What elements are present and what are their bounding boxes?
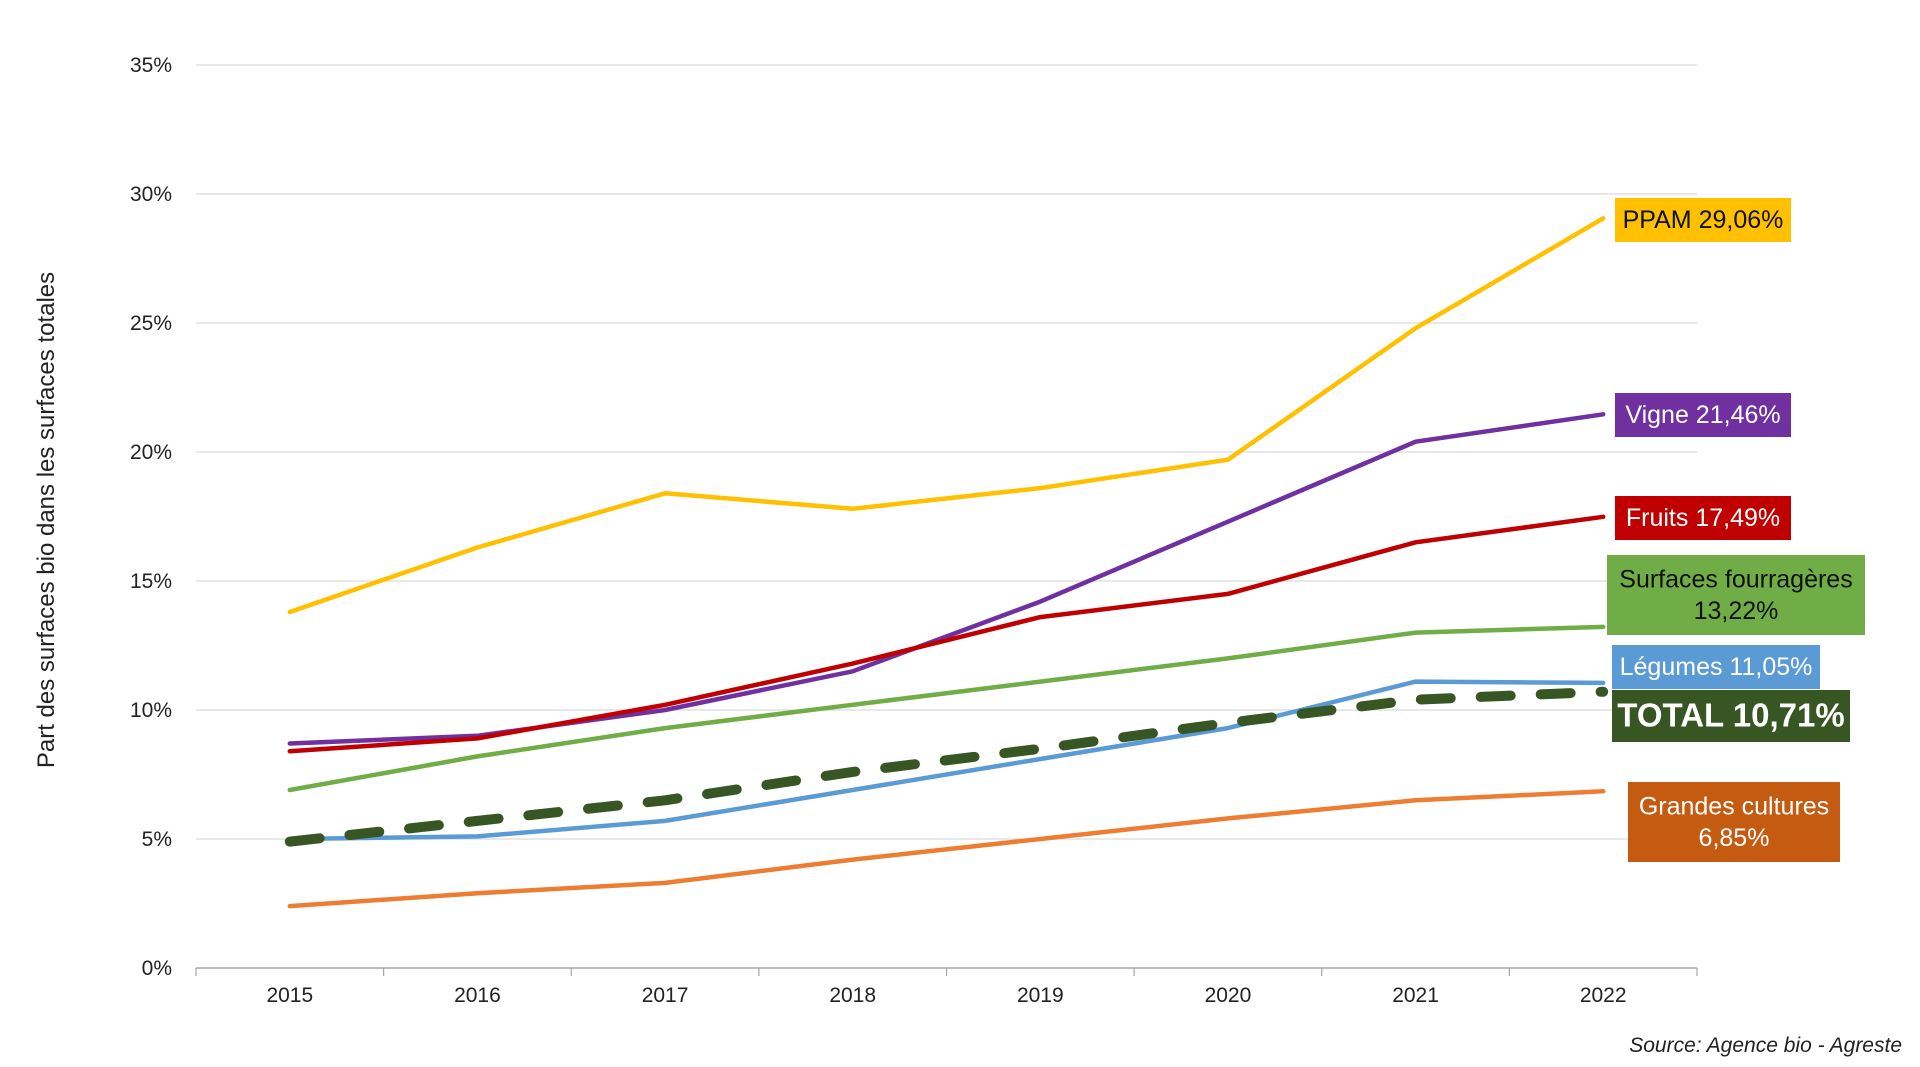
series-line-ppam xyxy=(287,216,1606,615)
end-labels: PPAM 29,06% Vigne 21,46% Fruits 17,49% Surf… xyxy=(1607,198,1865,862)
end-label-grandes-cultures: Grandes cultures 6,85% xyxy=(1628,782,1840,862)
series-line-grandes-cultures xyxy=(287,789,1606,909)
y-axis-label: Part des surfaces bio dans les surfaces … xyxy=(33,272,60,768)
y-tick-label: 30% xyxy=(130,183,172,206)
end-label-text: Surfaces fourragères xyxy=(1619,566,1852,594)
series-line-surfaces-fourrag-res xyxy=(287,624,1606,793)
gridlines xyxy=(196,64,1697,969)
label-box xyxy=(1612,645,1820,689)
y-tick-label: 35% xyxy=(130,54,172,77)
y-tick-label: 5% xyxy=(142,828,172,851)
x-tick-label: 2018 xyxy=(829,984,876,1007)
y-axis-ticks: 0% 5% 10% 15% 20% 25% 30% 35% xyxy=(130,54,172,980)
end-label-text: Fruits 17,49% xyxy=(1626,504,1780,532)
end-label-text: TOTAL 10,71% xyxy=(1617,697,1844,734)
y-tick-label: 10% xyxy=(130,699,172,722)
label-box xyxy=(1612,690,1850,742)
y-tick-label: 0% xyxy=(142,957,172,980)
label-box xyxy=(1628,782,1840,862)
label-box xyxy=(1607,555,1865,635)
label-box xyxy=(1615,393,1791,437)
x-tick-label: 2019 xyxy=(1017,984,1064,1007)
end-label-text: Légumes 11,05% xyxy=(1620,653,1813,681)
label-box xyxy=(1615,496,1791,540)
series-line-l-gumes xyxy=(287,679,1606,842)
x-tick-label: 2015 xyxy=(266,984,313,1007)
series-line-total xyxy=(284,686,1609,847)
end-label-surfaces-fourrag-res: Surfaces fourragères 13,22% xyxy=(1607,555,1865,635)
x-tick-label: 2022 xyxy=(1580,984,1627,1007)
end-label-fruits: Fruits 17,49% xyxy=(1615,496,1791,540)
end-label-text: 13,22% xyxy=(1694,597,1779,625)
x-axis: 2015 2016 2017 2018 2019 2020 2021 2022 xyxy=(195,968,1698,1007)
source-note: Source: Agence bio - Agreste xyxy=(1629,1034,1902,1057)
x-tick-label: 2017 xyxy=(642,984,689,1007)
y-tick-label: 20% xyxy=(130,441,172,464)
end-label-text: Grandes cultures xyxy=(1639,793,1829,821)
series-lines xyxy=(284,216,1609,909)
end-label-text: PPAM 29,06% xyxy=(1623,206,1784,234)
x-tick-label: 2016 xyxy=(454,984,501,1007)
end-label-ppam: PPAM 29,06% xyxy=(1615,198,1791,242)
y-tick-label: 25% xyxy=(130,312,172,335)
end-label-text: Vigne 21,46% xyxy=(1625,401,1780,429)
x-tick-label: 2020 xyxy=(1205,984,1252,1007)
x-tick-label: 2021 xyxy=(1392,984,1439,1007)
y-tick-label: 15% xyxy=(130,570,172,593)
end-label-l-gumes: Légumes 11,05% xyxy=(1612,645,1820,689)
end-label-text: 6,85% xyxy=(1699,824,1770,852)
end-label-vigne: Vigne 21,46% xyxy=(1615,393,1791,437)
label-box xyxy=(1615,198,1791,242)
series-line-fruits xyxy=(287,514,1606,754)
end-label-total: TOTAL 10,71% xyxy=(1612,690,1850,742)
